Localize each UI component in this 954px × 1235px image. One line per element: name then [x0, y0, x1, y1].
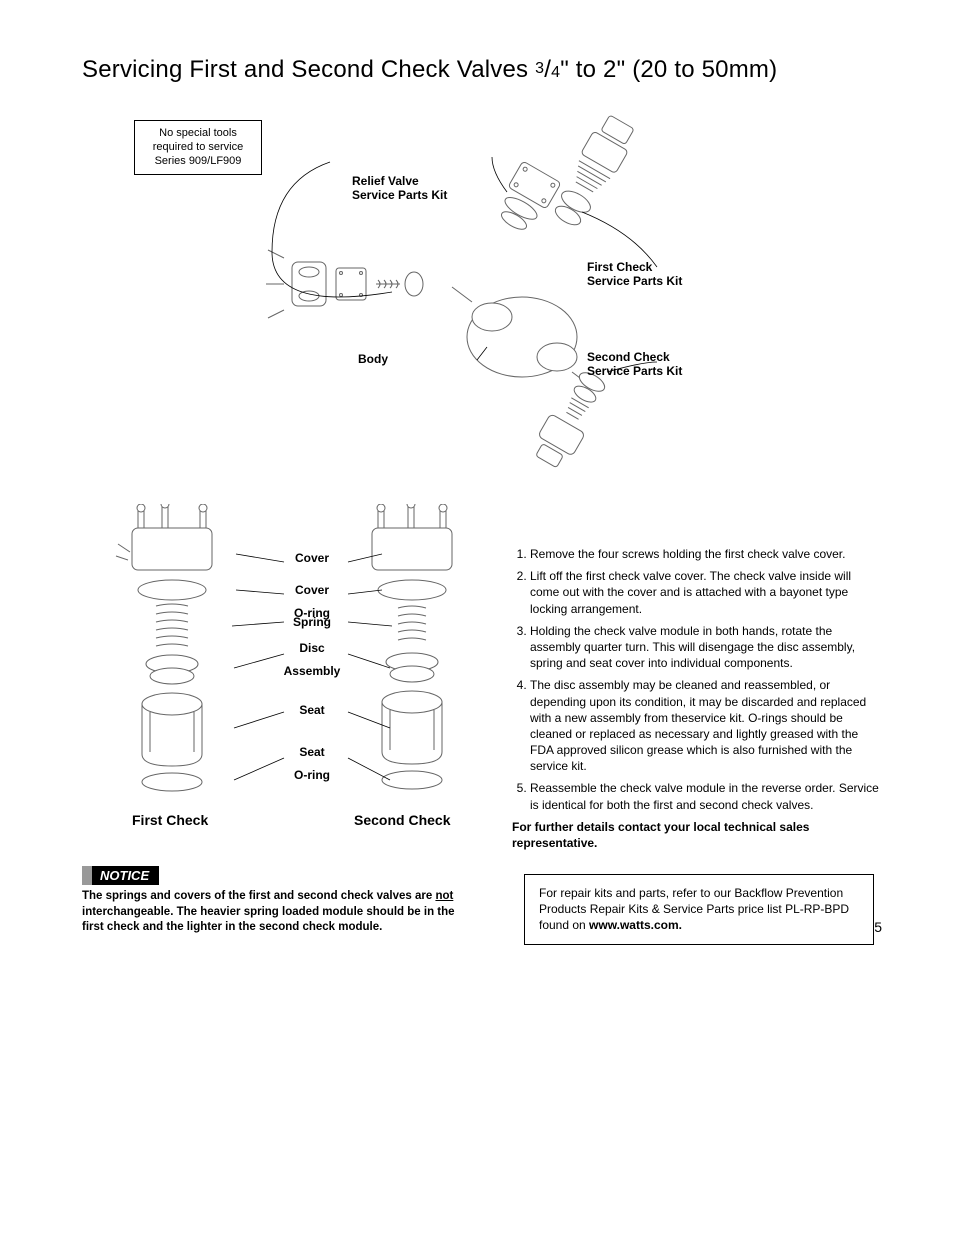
label-relief-l1: Relief Valve — [352, 174, 447, 188]
title-frac-num: 3 — [535, 60, 544, 77]
instructions-footer: For further details contact your local t… — [512, 819, 882, 851]
repair-kits-box: For repair kits and parts, refer to our … — [524, 874, 874, 945]
lbl-disc: Disc Assembly — [267, 642, 357, 688]
label-first-check-kit: First Check Service Parts Kit — [587, 260, 682, 289]
instruction-2: Lift off the first check valve cover. Th… — [530, 568, 882, 617]
title-frac-den: 4 — [551, 64, 560, 81]
label-relief-l2: Service Parts Kit — [352, 188, 447, 202]
instructions: Remove the four screws holding the first… — [512, 546, 882, 851]
lbl-seat-oring-l2: O-ring — [267, 769, 357, 782]
lbl-seat: Seat — [267, 704, 357, 727]
notice-post: interchangeable. The heavier spring load… — [82, 906, 455, 934]
label-first-l2: Service Parts Kit — [587, 274, 682, 288]
notice-underline: not — [435, 890, 453, 902]
main-exploded-diagram — [212, 112, 712, 512]
lbl-cover: Cover — [267, 552, 357, 565]
notice-text: The springs and covers of the first and … — [82, 889, 462, 936]
instructions-list: Remove the four screws holding the first… — [512, 546, 882, 813]
lbl-seat-oring: Seat O-ring — [267, 746, 357, 792]
label-first-l1: First Check — [587, 260, 682, 274]
page-number: 5 — [874, 919, 882, 935]
lbl-cover-oring-l1: Cover — [267, 584, 357, 597]
lbl-spring-t: Spring — [267, 616, 357, 629]
check-diagrams: Cover Cover O-ring Spring Disc Assembly … — [112, 504, 482, 844]
lbl-disc-l2: Assembly — [267, 665, 357, 678]
repair-pre: For repair kits and parts, refer to our … — [539, 886, 849, 932]
repair-bold: www.watts.com. — [589, 918, 682, 932]
title-post: " to 2" (20 to 50mm) — [560, 56, 777, 83]
tool-note-text: No special tools required to service Ser… — [153, 127, 244, 167]
tool-note-box: No special tools required to service Ser… — [134, 120, 262, 175]
instruction-3: Holding the check valve module in both h… — [530, 623, 882, 672]
check-part-labels: Cover — [267, 552, 357, 575]
notice-block: NOTICE The springs and covers of the fir… — [82, 866, 462, 936]
first-check-title: First Check — [132, 812, 208, 828]
notice-pre: The springs and covers of the first and … — [82, 890, 435, 902]
diagram-area: No special tools required to service Ser… — [82, 104, 882, 824]
notice-badge: NOTICE — [82, 866, 159, 885]
instruction-5: Reassemble the check valve module in the… — [530, 780, 882, 812]
label-body: Body — [358, 352, 388, 366]
page-title: Servicing First and Second Check Valves … — [82, 56, 882, 84]
instruction-4: The disc assembly may be cleaned and rea… — [530, 677, 882, 774]
label-relief-valve-kit: Relief Valve Service Parts Kit — [352, 174, 447, 203]
instruction-1: Remove the four screws holding the first… — [530, 546, 882, 562]
lbl-seat-t: Seat — [267, 704, 357, 717]
lbl-disc-l1: Disc — [267, 642, 357, 655]
label-second-l1: Second Check — [587, 350, 682, 364]
second-check-title: Second Check — [354, 812, 450, 828]
label-second-l2: Service Parts Kit — [587, 364, 682, 378]
lbl-seat-oring-l1: Seat — [267, 746, 357, 759]
lbl-spring: Spring — [267, 616, 357, 639]
title-pre: Servicing First and Second Check Valves — [82, 56, 535, 83]
label-second-check-kit: Second Check Service Parts Kit — [587, 350, 682, 379]
